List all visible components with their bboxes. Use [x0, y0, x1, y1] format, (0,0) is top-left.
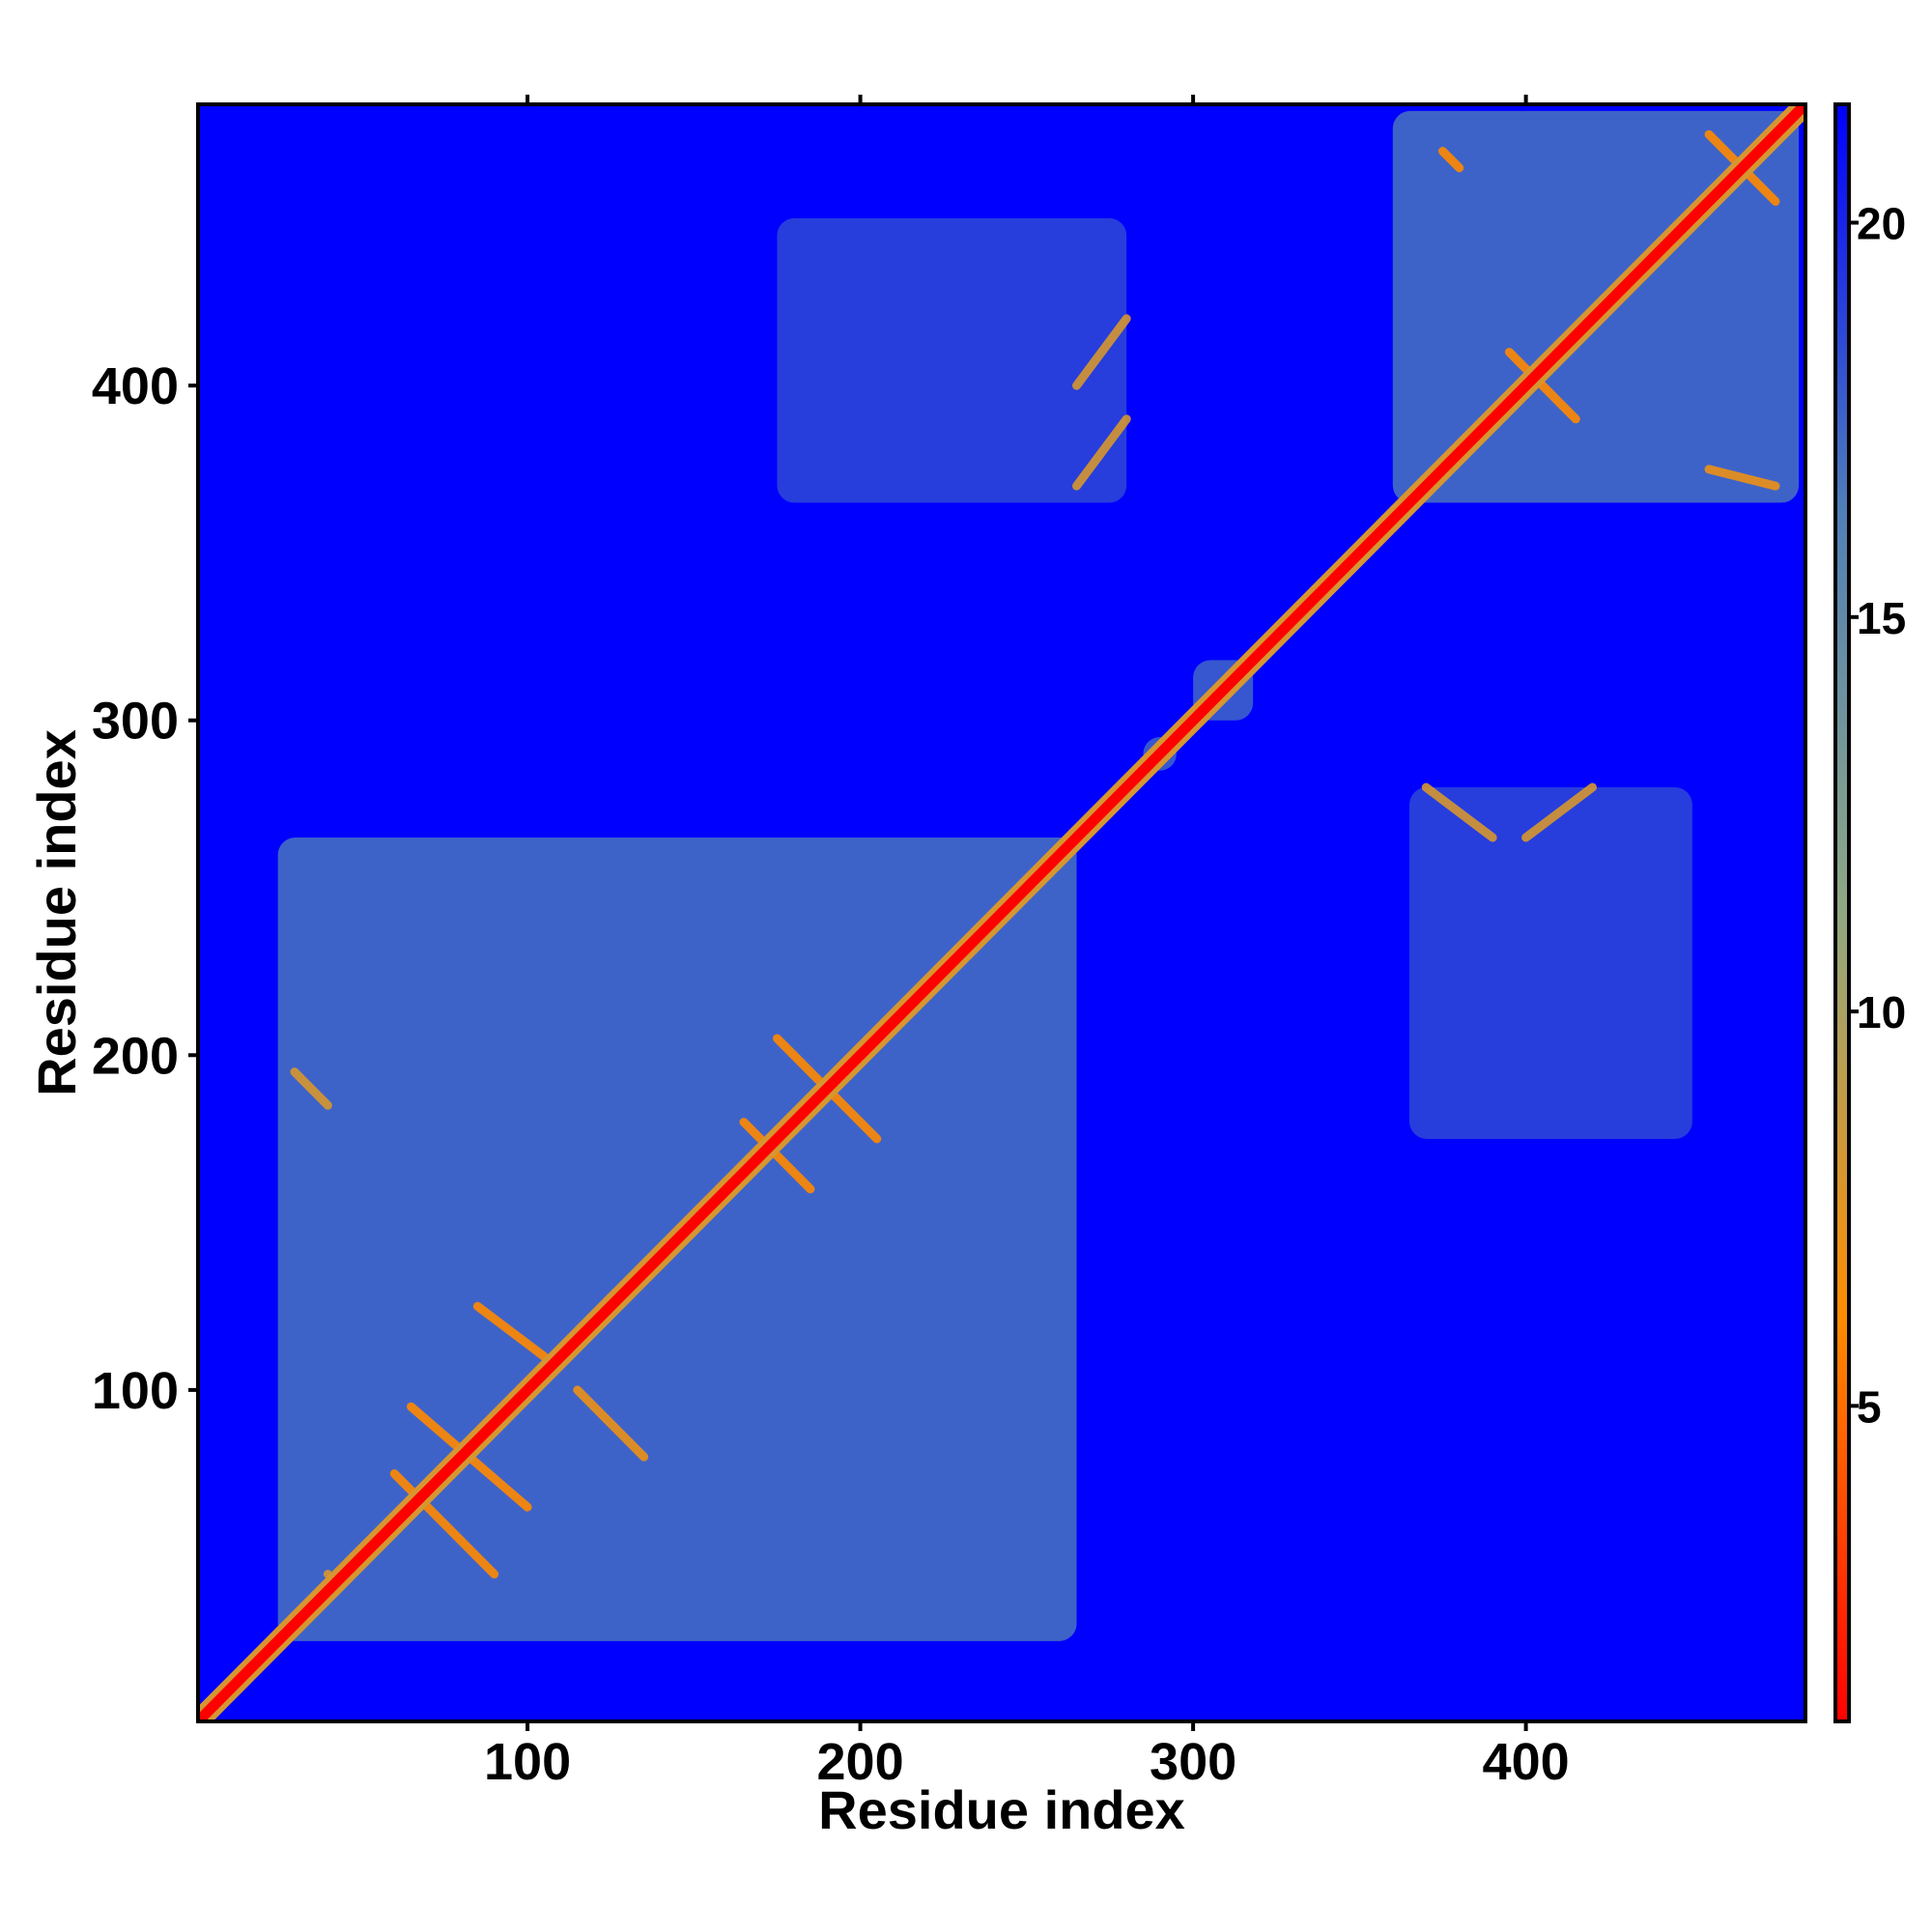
y-tick-label: 200 [92, 1027, 179, 1085]
contact-line-16 [1072, 314, 1131, 390]
contact-block-interdomain-lower [1409, 787, 1692, 1139]
colorbar [1833, 102, 1851, 1723]
colorbar-tick-label: 5 [1857, 1381, 1882, 1432]
contact-line-1 [389, 1469, 499, 1579]
contact-line-15 [1072, 414, 1131, 491]
x-tick-label: 400 [1483, 1733, 1570, 1791]
contact-line-7 [290, 1067, 332, 1110]
contact-line-12 [1704, 465, 1780, 491]
contact-line-3 [472, 1301, 549, 1361]
y-axis: 100 200 300 400 [92, 357, 198, 1420]
contact-line-10 [1504, 347, 1580, 424]
y-axis-title: Residue index [26, 729, 87, 1096]
contact-line-5 [739, 1118, 815, 1194]
plot-frame [196, 102, 1807, 1723]
diagonal [198, 104, 1805, 1721]
x-tick-label: 100 [484, 1733, 571, 1791]
y-tick-label: 100 [92, 1362, 179, 1420]
x-axis-title: Residue index [818, 1779, 1185, 1840]
colorbar-tick-label: 20 [1857, 198, 1906, 248]
y-tick-label: 300 [92, 693, 179, 751]
contact-line-9 [1437, 147, 1464, 173]
x-tick-label: 200 [817, 1733, 904, 1791]
colorbar-tick-label: 10 [1857, 987, 1906, 1037]
contact-line-13 [1421, 782, 1497, 842]
x-axis: 100 200 300 400 [484, 1721, 1570, 1791]
colorbar-tick-label: 15 [1857, 593, 1906, 643]
contact-block-interdomain-upper [777, 217, 1127, 503]
top-axis-ticks [526, 95, 1528, 104]
contact-line-4 [573, 1385, 649, 1462]
contact-line-14 [1521, 782, 1598, 842]
y-tick-label: 400 [92, 357, 179, 415]
heatmap-plot-area [198, 104, 1805, 1721]
x-tick-label: 300 [1150, 1733, 1236, 1791]
colorbar-ticks: 5 10 15 20 [1849, 198, 1906, 1432]
